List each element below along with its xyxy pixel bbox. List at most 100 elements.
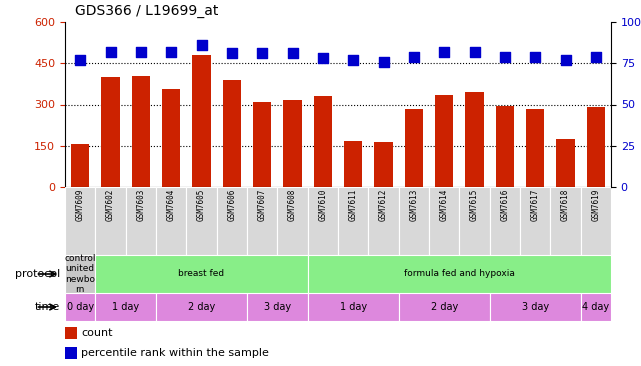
Bar (96, 255, 308, 293)
Bar (192, 55, 211, 187)
Text: GSM7608: GSM7608 (288, 189, 297, 221)
Bar (338, 187, 369, 255)
Bar (374, 142, 392, 187)
Bar (429, 187, 460, 255)
Bar (253, 102, 271, 187)
Bar (551, 187, 581, 255)
Point (166, 49, 176, 55)
Point (227, 51, 237, 56)
Bar (435, 95, 453, 187)
Text: 1 day: 1 day (112, 302, 139, 312)
Text: GSM7607: GSM7607 (258, 189, 267, 221)
Bar (132, 76, 150, 187)
Point (378, 59, 388, 64)
Bar (490, 187, 520, 255)
Bar (308, 255, 611, 293)
Text: count: count (81, 328, 113, 338)
Bar (65, 327, 77, 339)
Point (560, 57, 570, 63)
Bar (65, 293, 96, 321)
Text: GSM7611: GSM7611 (349, 189, 358, 221)
Text: GSM7612: GSM7612 (379, 189, 388, 221)
Bar (162, 89, 180, 187)
Bar (460, 187, 490, 255)
Point (409, 54, 419, 60)
Text: 3 day: 3 day (522, 302, 549, 312)
Text: protocol: protocol (15, 269, 60, 279)
Bar (222, 80, 241, 187)
Bar (465, 92, 483, 187)
Point (530, 54, 540, 60)
Bar (65, 187, 96, 255)
Bar (404, 109, 423, 187)
Bar (96, 293, 156, 321)
Text: 2 day: 2 day (188, 302, 215, 312)
Point (500, 54, 510, 60)
Bar (96, 187, 126, 255)
Point (469, 49, 479, 55)
Bar (313, 96, 332, 187)
Point (439, 49, 449, 55)
Bar (278, 187, 308, 255)
Bar (490, 293, 581, 321)
Bar (156, 293, 247, 321)
Text: GSM7609: GSM7609 (76, 189, 85, 221)
Text: percentile rank within the sample: percentile rank within the sample (81, 348, 269, 358)
Text: 2 day: 2 day (431, 302, 458, 312)
Text: GSM7619: GSM7619 (592, 189, 601, 221)
Bar (308, 187, 338, 255)
Bar (217, 187, 247, 255)
Bar (344, 141, 362, 187)
Bar (556, 139, 574, 187)
Bar (587, 107, 605, 187)
Bar (581, 293, 611, 321)
Point (75, 57, 85, 63)
Bar (520, 187, 551, 255)
Text: GSM7613: GSM7613 (410, 189, 419, 221)
Text: GSM7606: GSM7606 (228, 189, 237, 221)
Text: GSM7610: GSM7610 (319, 189, 328, 221)
Point (105, 49, 115, 55)
Bar (187, 187, 217, 255)
Bar (283, 100, 302, 187)
Bar (308, 293, 399, 321)
Bar (399, 187, 429, 255)
Text: formula fed and hypoxia: formula fed and hypoxia (404, 269, 515, 279)
Bar (71, 144, 89, 187)
Bar (65, 255, 96, 293)
Text: GSM7605: GSM7605 (197, 189, 206, 221)
Text: GSM7614: GSM7614 (440, 189, 449, 221)
Text: breast fed: breast fed (178, 269, 224, 279)
Text: 4 day: 4 day (582, 302, 610, 312)
Bar (495, 106, 514, 187)
Bar (65, 347, 77, 359)
Bar (581, 187, 611, 255)
Text: GSM7617: GSM7617 (531, 189, 540, 221)
Text: GDS366 / L19699_at: GDS366 / L19699_at (75, 4, 219, 18)
Text: GSM7603: GSM7603 (137, 189, 146, 221)
Point (348, 57, 358, 63)
Point (591, 54, 601, 60)
Text: 0 day: 0 day (67, 302, 94, 312)
Text: GSM7615: GSM7615 (470, 189, 479, 221)
Bar (247, 187, 278, 255)
Text: GSM7618: GSM7618 (561, 189, 570, 221)
Bar (126, 187, 156, 255)
Text: GSM7616: GSM7616 (501, 189, 510, 221)
Point (136, 49, 146, 55)
Point (196, 42, 206, 48)
Text: GSM7602: GSM7602 (106, 189, 115, 221)
Text: GSM7604: GSM7604 (167, 189, 176, 221)
Text: 1 day: 1 day (340, 302, 367, 312)
Bar (526, 109, 544, 187)
Bar (247, 293, 308, 321)
Text: control
united
newbo
rn: control united newbo rn (64, 254, 96, 294)
Bar (369, 187, 399, 255)
Point (318, 55, 328, 61)
Text: time: time (35, 302, 60, 312)
Point (257, 51, 267, 56)
Bar (399, 293, 490, 321)
Point (287, 51, 297, 56)
Bar (101, 77, 120, 187)
Text: 3 day: 3 day (263, 302, 291, 312)
